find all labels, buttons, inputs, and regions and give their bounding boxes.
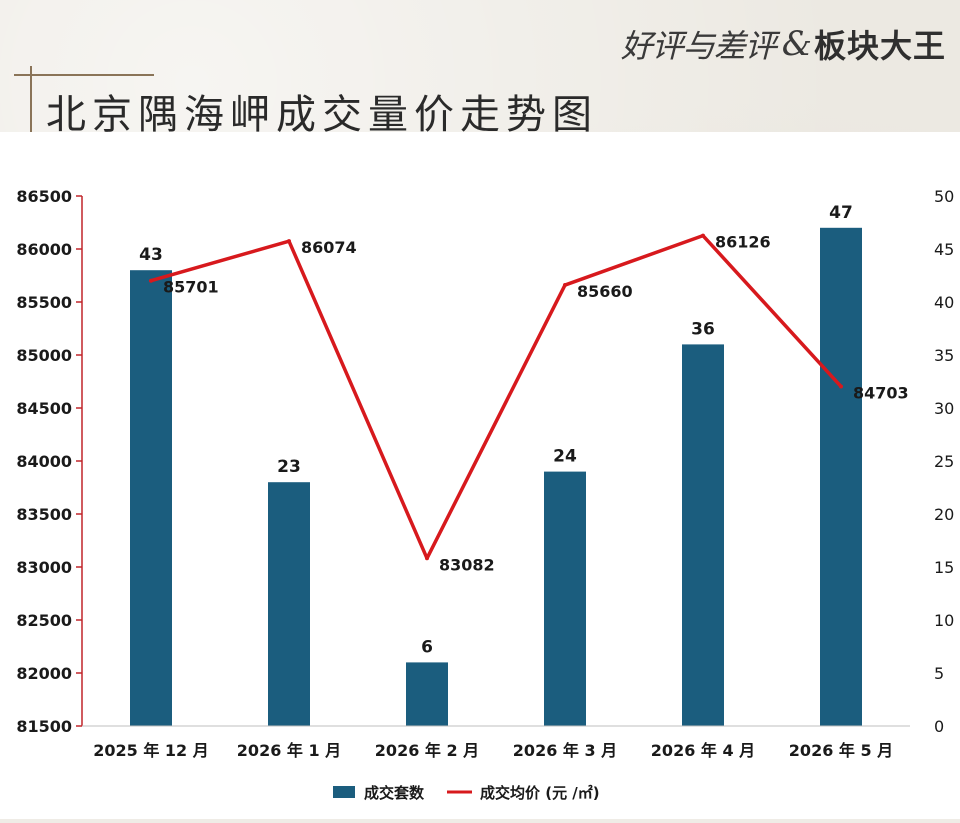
brand-logo: 好评与差评 & 板块大王 bbox=[621, 14, 946, 74]
bar bbox=[820, 227, 862, 727]
price-line bbox=[150, 233, 843, 561]
y-right-tick-label: 45 bbox=[934, 240, 954, 259]
y-right-tick-label: 15 bbox=[934, 558, 954, 577]
price-point bbox=[563, 283, 567, 288]
price-point bbox=[287, 239, 291, 244]
chart-panel: 43 23 6 24 36 47 81500 82000 82500 83000 83500 8400… bbox=[0, 132, 960, 819]
y-right-tick-label: 25 bbox=[934, 452, 954, 471]
y-left-tick-label: 84500 bbox=[16, 399, 72, 418]
y-left-tick-label: 83000 bbox=[16, 558, 72, 577]
bar bbox=[406, 662, 448, 726]
y-right-tick-label: 10 bbox=[934, 611, 954, 630]
chart-title: 北京隅海岬成交量价走势图 bbox=[46, 92, 598, 138]
bar-data-label: 47 bbox=[829, 203, 853, 223]
price-point bbox=[701, 233, 705, 238]
legend-bar-label: 成交套数 bbox=[364, 784, 425, 802]
price-point bbox=[425, 556, 429, 561]
line-data-label: 85701 bbox=[163, 278, 219, 297]
y-right-tick-label: 0 bbox=[934, 717, 944, 736]
line-data-label: 86126 bbox=[715, 233, 771, 252]
title-decoration-line bbox=[30, 66, 32, 132]
y-right-tick-label: 30 bbox=[934, 399, 954, 418]
price-point bbox=[839, 384, 843, 389]
price-point bbox=[149, 278, 153, 283]
bar bbox=[544, 471, 586, 726]
x-tick-label: 2026 年 5 月 bbox=[789, 741, 893, 760]
chart: 43 23 6 24 36 47 81500 82000 82500 83000 83500 8400… bbox=[16, 187, 954, 802]
y-right-tick-label: 50 bbox=[934, 187, 954, 206]
x-tick-label: 2025 年 12 月 bbox=[93, 741, 209, 760]
bar-data-label: 36 bbox=[691, 319, 715, 339]
y-left-tick-label: 81500 bbox=[16, 717, 72, 736]
y-left-tick-label: 82500 bbox=[16, 611, 72, 630]
y-left-tick-label: 86000 bbox=[16, 240, 72, 259]
line-data-label: 84703 bbox=[853, 383, 909, 402]
y-right-tick-label: 20 bbox=[934, 505, 954, 524]
x-tick-label: 2026 年 1 月 bbox=[237, 741, 341, 760]
x-tick-label: 2026 年 2 月 bbox=[375, 741, 479, 760]
legend-line-label: 成交均价 (元 /㎡) bbox=[480, 784, 600, 802]
y-left-tick-label: 82000 bbox=[16, 664, 72, 683]
logo-script-text: 好评与差评 bbox=[620, 27, 777, 65]
bar bbox=[268, 482, 310, 726]
line-data-label: 86074 bbox=[301, 238, 357, 257]
bar-data-label: 43 bbox=[139, 245, 163, 265]
legend-bar-swatch bbox=[333, 786, 355, 798]
title-decoration-line bbox=[14, 74, 154, 76]
logo-ampersand: & bbox=[781, 24, 812, 64]
line-data-label: 83082 bbox=[439, 555, 495, 574]
y-right-tick-label: 40 bbox=[934, 293, 954, 312]
bar-data-label: 24 bbox=[553, 447, 577, 467]
y-left-tick-label: 85500 bbox=[16, 293, 72, 312]
bar bbox=[682, 344, 724, 726]
bar bbox=[130, 270, 172, 726]
y-right-tick-label: 5 bbox=[934, 664, 944, 683]
y-left-tick-label: 84000 bbox=[16, 452, 72, 471]
x-tick-label: 2026 年 4 月 bbox=[651, 741, 755, 760]
y-left-tick-label: 86500 bbox=[16, 187, 72, 206]
y-left-tick-label: 83500 bbox=[16, 505, 72, 524]
y-left-tick-label: 85000 bbox=[16, 346, 72, 365]
y-right-tick-label: 35 bbox=[934, 346, 954, 365]
bar-data-label: 23 bbox=[277, 457, 301, 477]
bar-data-label: 6 bbox=[421, 637, 433, 657]
x-tick-label: 2026 年 3 月 bbox=[513, 741, 617, 760]
logo-bold-text: 板块大王 bbox=[813, 27, 946, 65]
line-data-label: 85660 bbox=[577, 282, 633, 301]
